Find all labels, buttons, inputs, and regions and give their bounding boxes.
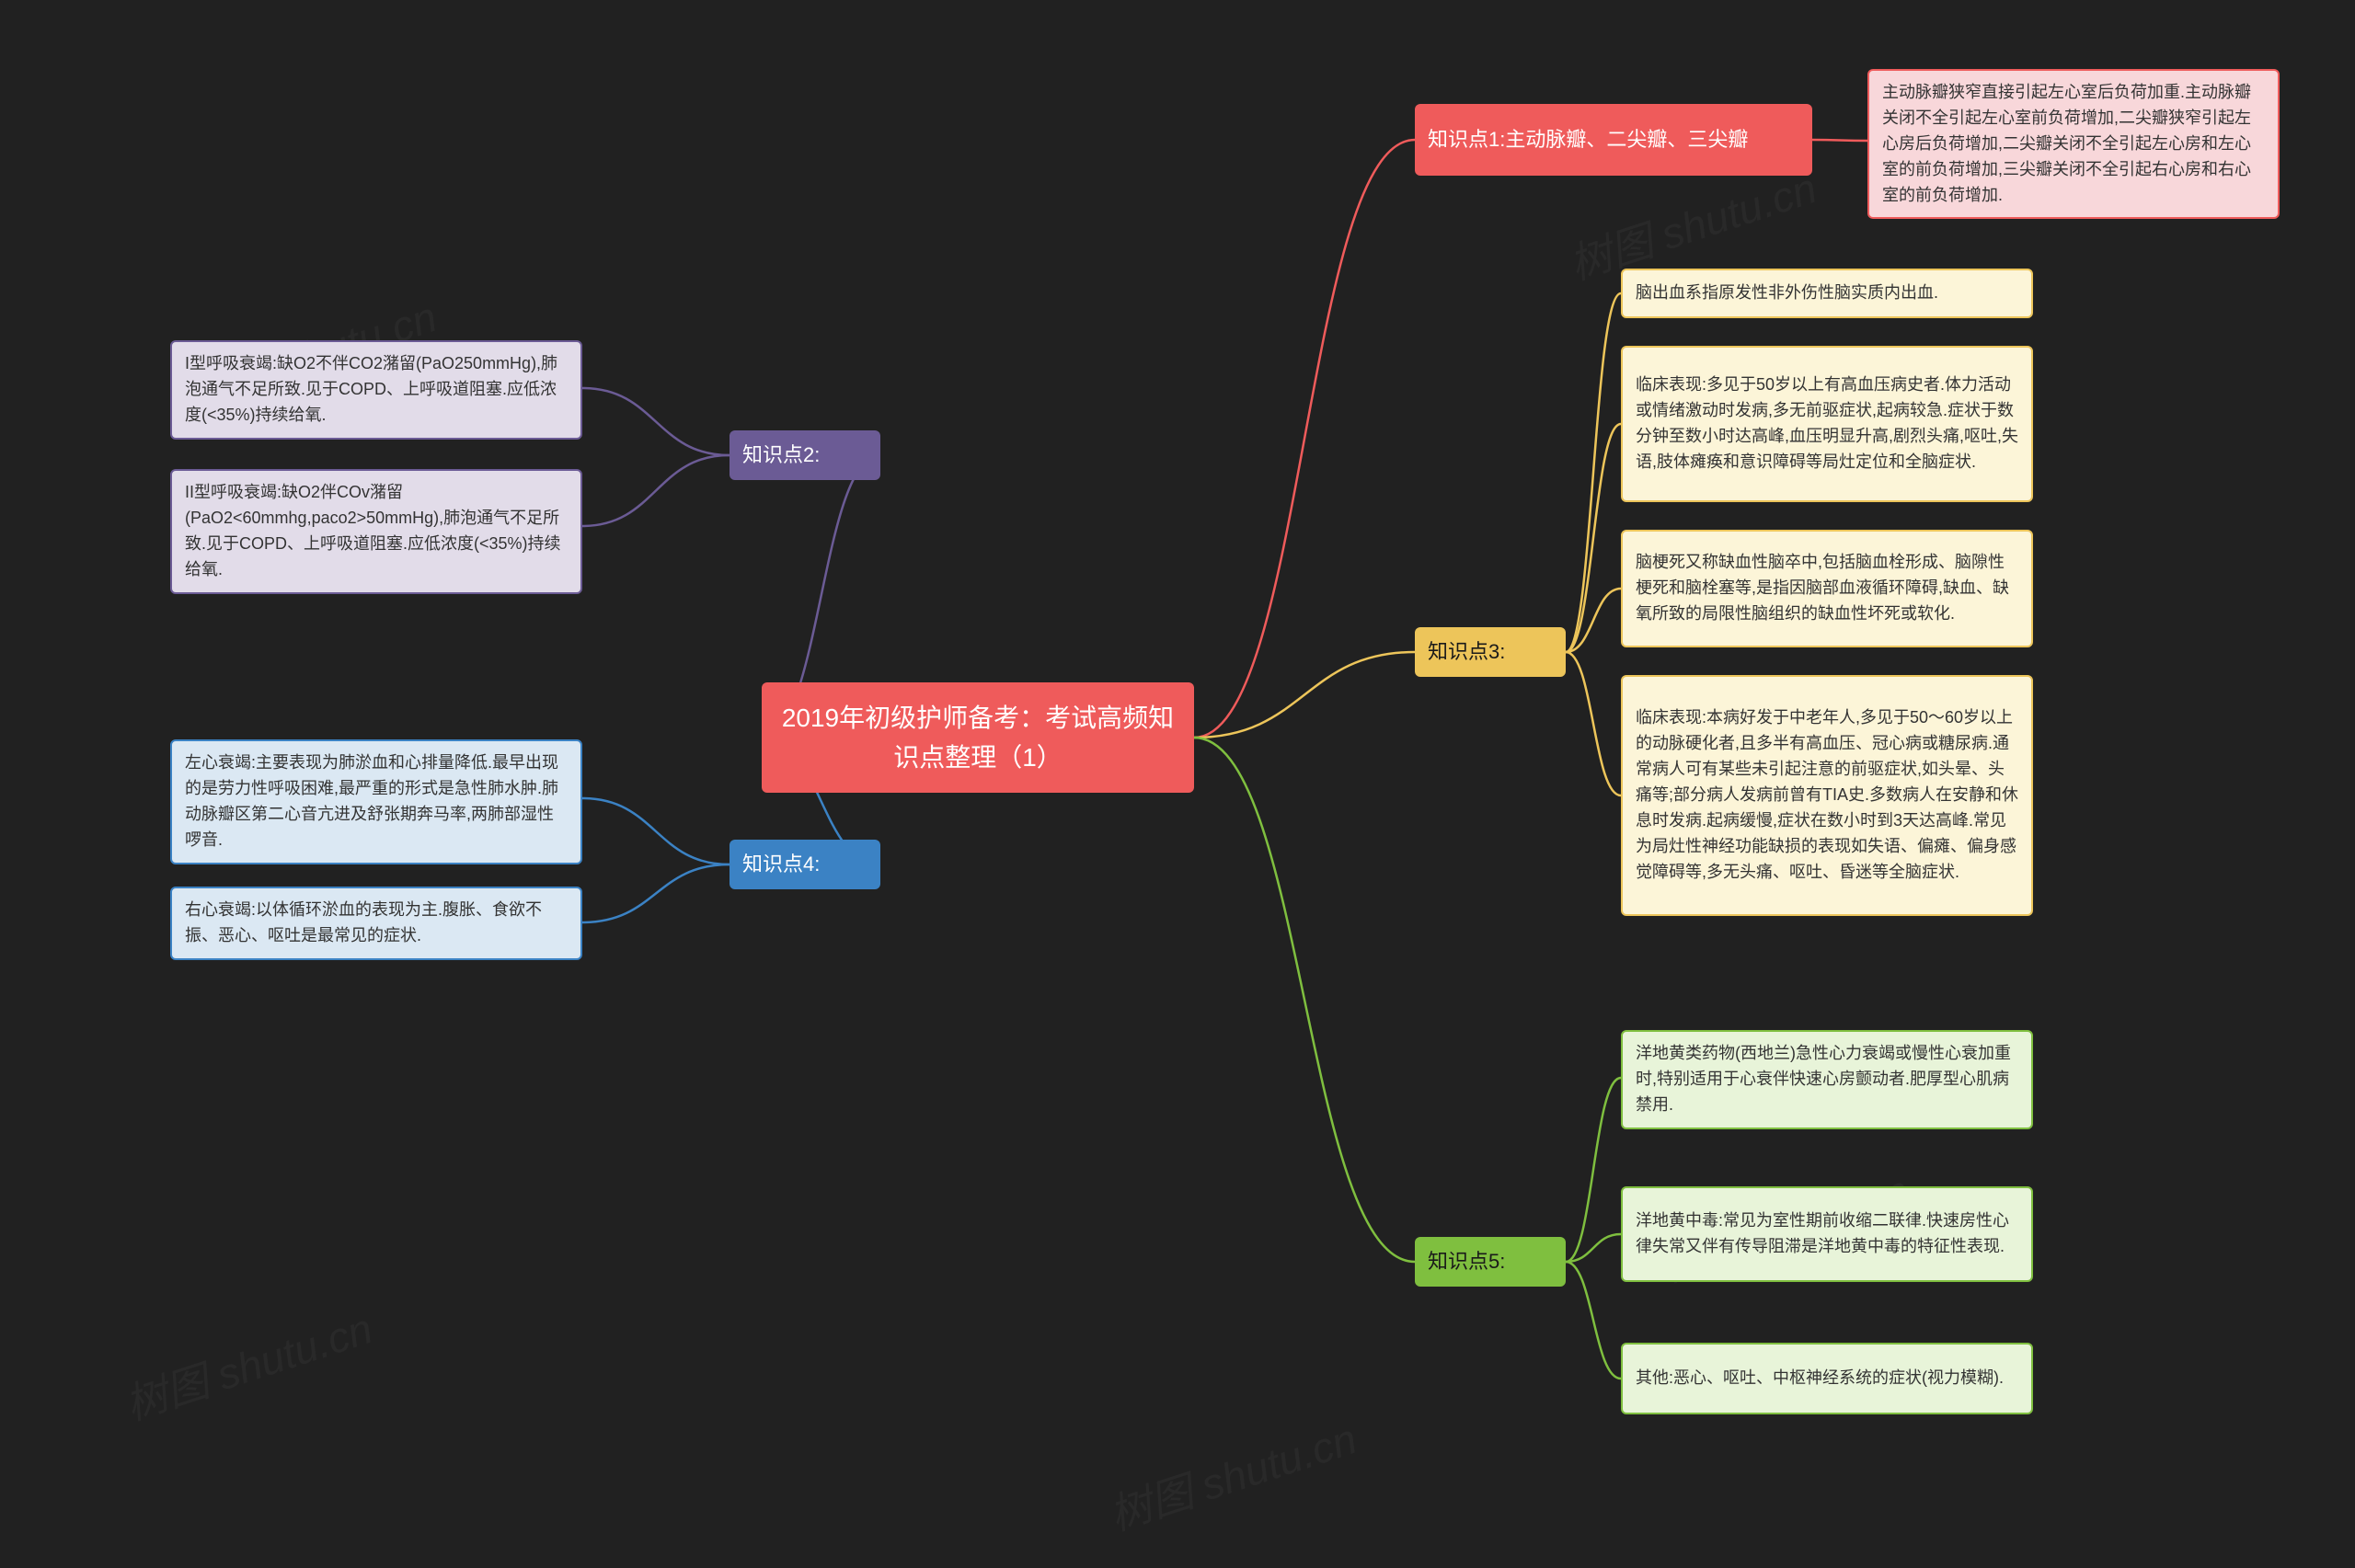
branch-node[interactable]: 知识点2: [729, 430, 880, 480]
node-text: II型呼吸衰竭:缺O2伴COv潴留(PaO2<60mmhg,paco2>50mm… [185, 480, 568, 583]
branch-node[interactable]: 知识点1:主动脉瓣、二尖瓣、三尖瓣 [1415, 104, 1812, 176]
node-text: 知识点1:主动脉瓣、二尖瓣、三尖瓣 [1428, 124, 1748, 155]
watermark: 树图 shutu.cn [1101, 1406, 1363, 1543]
edge [1566, 1262, 1621, 1379]
node-text: 知识点4: [742, 849, 820, 880]
edge [1812, 140, 1867, 141]
node-text: I型呼吸衰竭:缺O2不伴CO2潴留(PaO250mmHg),肺泡通气不足所致.见… [185, 351, 568, 429]
branch-node[interactable]: 知识点4: [729, 840, 880, 889]
node-text: 2019年初级护师备考：考试高频知识点整理（1） [775, 698, 1181, 778]
node-text: 知识点5: [1428, 1246, 1505, 1277]
edge [1194, 738, 1415, 1262]
edge [582, 455, 729, 526]
edge [1566, 293, 1621, 652]
node-text: 脑出血系指原发性非外伤性脑实质内出血. [1636, 280, 1938, 306]
node-text: 知识点3: [1428, 636, 1505, 668]
node-text: 临床表现:多见于50岁以上有高血压病史者.体力活动或情绪激动时发病,多无前驱症状… [1636, 372, 2018, 475]
watermark: 树图 shutu.cn [117, 1296, 379, 1433]
node-text: 脑梗死又称缺血性脑卒中,包括脑血栓形成、脑隙性梗死和脑栓塞等,是指因脑部血液循环… [1636, 550, 2018, 627]
edge [1566, 424, 1621, 652]
edge [1566, 652, 1621, 795]
node-text: 洋地黄类药物(西地兰)急性心力衰竭或慢性心衰加重时,特别适用于心衰伴快速心房颤动… [1636, 1041, 2018, 1118]
leaf-node[interactable]: 临床表现:本病好发于中老年人,多见于50～60岁以上的动脉硬化者,且多半有高血压… [1621, 675, 2033, 916]
node-text: 其他:恶心、呕吐、中枢神经系统的症状(视力模糊). [1636, 1366, 2004, 1391]
leaf-node[interactable]: II型呼吸衰竭:缺O2伴COv潴留(PaO2<60mmhg,paco2>50mm… [170, 469, 582, 594]
leaf-node[interactable]: 脑出血系指原发性非外伤性脑实质内出血. [1621, 269, 2033, 318]
edge [1566, 1234, 1621, 1262]
leaf-node[interactable]: 脑梗死又称缺血性脑卒中,包括脑血栓形成、脑隙性梗死和脑栓塞等,是指因脑部血液循环… [1621, 530, 2033, 647]
leaf-node[interactable]: 临床表现:多见于50岁以上有高血压病史者.体力活动或情绪激动时发病,多无前驱症状… [1621, 346, 2033, 502]
node-text: 洋地黄中毒:常见为室性期前收缩二联律.快速房性心律失常又伴有传导阻滞是洋地黄中毒… [1636, 1208, 2018, 1260]
leaf-node[interactable]: 左心衰竭:主要表现为肺淤血和心排量降低.最早出现的是劳力性呼吸困难,最严重的形式… [170, 739, 582, 864]
edge [582, 388, 729, 455]
node-text: 知识点2: [742, 440, 820, 471]
leaf-node[interactable]: 洋地黄类药物(西地兰)急性心力衰竭或慢性心衰加重时,特别适用于心衰伴快速心房颤动… [1621, 1030, 2033, 1129]
leaf-node[interactable]: 洋地黄中毒:常见为室性期前收缩二联律.快速房性心律失常又伴有传导阻滞是洋地黄中毒… [1621, 1186, 2033, 1282]
mindmap-canvas: 树图 shutu.cn树图 shutu.cn树图 shutu.cn树图 shut… [0, 0, 2355, 1568]
edge [1566, 589, 1621, 652]
branch-node[interactable]: 知识点5: [1415, 1237, 1566, 1287]
edge [582, 798, 729, 864]
edge [1194, 140, 1415, 738]
leaf-node[interactable]: I型呼吸衰竭:缺O2不伴CO2潴留(PaO250mmHg),肺泡通气不足所致.见… [170, 340, 582, 440]
leaf-node[interactable]: 其他:恶心、呕吐、中枢神经系统的症状(视力模糊). [1621, 1343, 2033, 1414]
node-text: 右心衰竭:以体循环淤血的表现为主.腹胀、食欲不振、恶心、呕吐是最常见的症状. [185, 898, 568, 949]
node-text: 临床表现:本病好发于中老年人,多见于50～60岁以上的动脉硬化者,且多半有高血压… [1636, 705, 2018, 885]
node-text: 左心衰竭:主要表现为肺淤血和心排量降低.最早出现的是劳力性呼吸困难,最严重的形式… [185, 750, 568, 853]
node-text: 主动脉瓣狭窄直接引起左心室后负荷加重.主动脉瓣关闭不全引起左心室前负荷增加,二尖… [1882, 80, 2265, 208]
edge [1194, 652, 1415, 738]
leaf-node[interactable]: 右心衰竭:以体循环淤血的表现为主.腹胀、食欲不振、恶心、呕吐是最常见的症状. [170, 887, 582, 960]
edge [1566, 1078, 1621, 1262]
branch-node[interactable]: 知识点3: [1415, 627, 1566, 677]
leaf-node[interactable]: 主动脉瓣狭窄直接引起左心室后负荷加重.主动脉瓣关闭不全引起左心室前负荷增加,二尖… [1867, 69, 2280, 219]
center-node[interactable]: 2019年初级护师备考：考试高频知识点整理（1） [762, 682, 1194, 793]
edge [582, 864, 729, 922]
